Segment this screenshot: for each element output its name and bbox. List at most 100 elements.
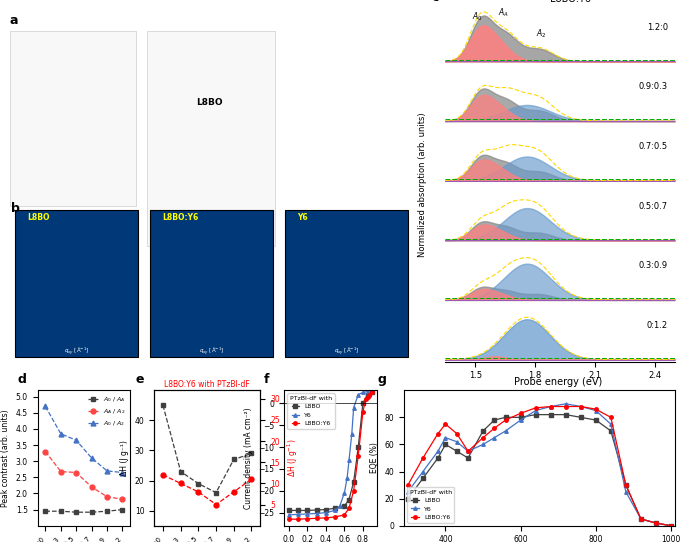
Bar <box>285 210 408 357</box>
Y6 <box>354 391 362 398</box>
Y-axis label: Current density (mA cm⁻²): Current density (mA cm⁻²) <box>244 407 253 509</box>
Text: 0.9:0.3: 0.9:0.3 <box>638 82 668 92</box>
Text: f: f <box>264 373 269 386</box>
L8BO:Y6 <box>285 516 293 522</box>
Text: $A_2$: $A_2$ <box>536 28 546 41</box>
L8BO <box>490 417 499 423</box>
Text: $q_{xy}$ [Å$^{-1}$]: $q_{xy}$ [Å$^{-1}$] <box>64 346 90 357</box>
L8BO <box>501 414 510 421</box>
L8BO <box>285 507 293 514</box>
Y6 <box>622 489 630 495</box>
$A_A$ / $A_2$ <box>103 493 111 500</box>
Line: $A_0$ / $A_A$: $A_0$ / $A_A$ <box>43 507 125 514</box>
L8BO:Y6 <box>479 435 487 441</box>
L8BO:Y6 <box>607 414 615 421</box>
Y-axis label: EQE (%): EQE (%) <box>370 443 379 473</box>
Y6 <box>577 403 585 410</box>
Y6 <box>294 511 302 518</box>
L8BO:Y6 <box>434 430 442 437</box>
L8BO:Y6 <box>464 448 472 454</box>
Text: 0.3:0.9: 0.3:0.9 <box>638 261 668 270</box>
L8BO <box>368 389 376 396</box>
Text: L8BO:Y6: L8BO:Y6 <box>550 0 591 4</box>
L8BO:Y6 <box>294 516 302 522</box>
Line: Y6: Y6 <box>287 390 369 517</box>
Y6 <box>364 388 372 395</box>
$A_A$ / $A_2$ <box>88 484 96 491</box>
FancyBboxPatch shape <box>147 31 275 246</box>
Y6 <box>322 509 330 516</box>
$A_0$ / $A_A$ <box>88 509 96 515</box>
L8BO:Y6 <box>368 389 376 396</box>
L8BO <box>516 414 525 421</box>
$A_0$ / $A_2$ <box>88 455 96 461</box>
Text: g: g <box>377 373 386 386</box>
L8BO:Y6 <box>340 512 349 518</box>
$A_0$ / $A_A$ <box>41 508 49 514</box>
Text: b: b <box>11 202 20 215</box>
Title: L8BO:Y6 with PTzBI-dF: L8BO:Y6 with PTzBI-dF <box>164 380 250 390</box>
Text: 0.7:0.5: 0.7:0.5 <box>638 142 668 151</box>
Text: c: c <box>432 0 439 4</box>
Line: L8BO:Y6: L8BO:Y6 <box>287 391 374 521</box>
Bar <box>15 210 138 357</box>
L8BO:Y6 <box>349 487 358 494</box>
Legend: $A_0$ / $A_A$, $A_A$ / $A_2$, $A_0$ / $A_2$: $A_0$ / $A_A$, $A_A$ / $A_2$, $A_0$ / $A… <box>86 393 127 430</box>
L8BO:Y6 <box>637 516 645 522</box>
L8BO <box>345 496 353 503</box>
$A_0$ / $A_2$ <box>41 403 49 410</box>
Text: $A_0$: $A_0$ <box>472 11 482 23</box>
Text: Probe energy (eV): Probe energy (eV) <box>514 377 602 386</box>
L8BO:Y6 <box>322 514 330 521</box>
L8BO:Y6 <box>453 430 461 437</box>
Legend: L8BO, Y6, L8BO:Y6: L8BO, Y6, L8BO:Y6 <box>288 393 334 429</box>
Legend: L8BO, Y6, L8BO:Y6: L8BO, Y6, L8BO:Y6 <box>408 487 454 522</box>
L8BO:Y6 <box>652 520 660 526</box>
L8BO:Y6 <box>354 453 362 459</box>
Bar <box>150 210 273 357</box>
Y6 <box>637 516 645 522</box>
L8BO <box>303 507 312 514</box>
Y6 <box>501 428 510 434</box>
Y-axis label: ΔH (J g⁻¹): ΔH (J g⁻¹) <box>120 440 129 476</box>
L8BO <box>340 503 349 509</box>
Y6 <box>547 403 555 410</box>
L8BO <box>294 507 302 514</box>
Line: L8BO: L8BO <box>287 391 374 512</box>
$A_0$ / $A_2$ <box>57 430 65 437</box>
Y6 <box>652 520 660 526</box>
L8BO:Y6 <box>312 515 321 521</box>
L8BO:Y6 <box>532 404 540 411</box>
L8BO <box>331 505 339 512</box>
Line: Y6: Y6 <box>406 402 673 527</box>
Text: $q_{xy}$ [Å$^{-1}$]: $q_{xy}$ [Å$^{-1}$] <box>199 346 224 357</box>
L8BO:Y6 <box>562 403 570 410</box>
L8BO <box>354 444 362 450</box>
Y6 <box>441 435 449 441</box>
L8BO <box>652 520 660 526</box>
L8BO <box>547 411 555 418</box>
L8BO <box>562 411 570 418</box>
Line: L8BO:Y6: L8BO:Y6 <box>406 405 673 527</box>
$A_A$ / $A_2$ <box>119 496 127 502</box>
L8BO <box>403 495 412 502</box>
Y6 <box>303 511 312 517</box>
Y6 <box>532 408 540 414</box>
$A_0$ / $A_A$ <box>119 506 127 513</box>
L8BO:Y6 <box>364 393 372 400</box>
L8BO:Y6 <box>331 514 339 520</box>
L8BO:Y6 <box>501 417 510 423</box>
$A_0$ / $A_A$ <box>72 509 80 515</box>
L8BO <box>441 441 449 448</box>
L8BO <box>419 475 427 481</box>
Text: L8BO: L8BO <box>27 213 50 222</box>
$A_A$ / $A_2$ <box>72 469 80 476</box>
Y6 <box>345 457 353 463</box>
Y6 <box>336 503 344 509</box>
Y6 <box>490 435 499 441</box>
L8BO:Y6 <box>547 403 555 410</box>
L8BO <box>453 448 461 454</box>
L8BO <box>322 506 330 513</box>
Y6 <box>607 421 615 427</box>
L8BO <box>607 428 615 434</box>
